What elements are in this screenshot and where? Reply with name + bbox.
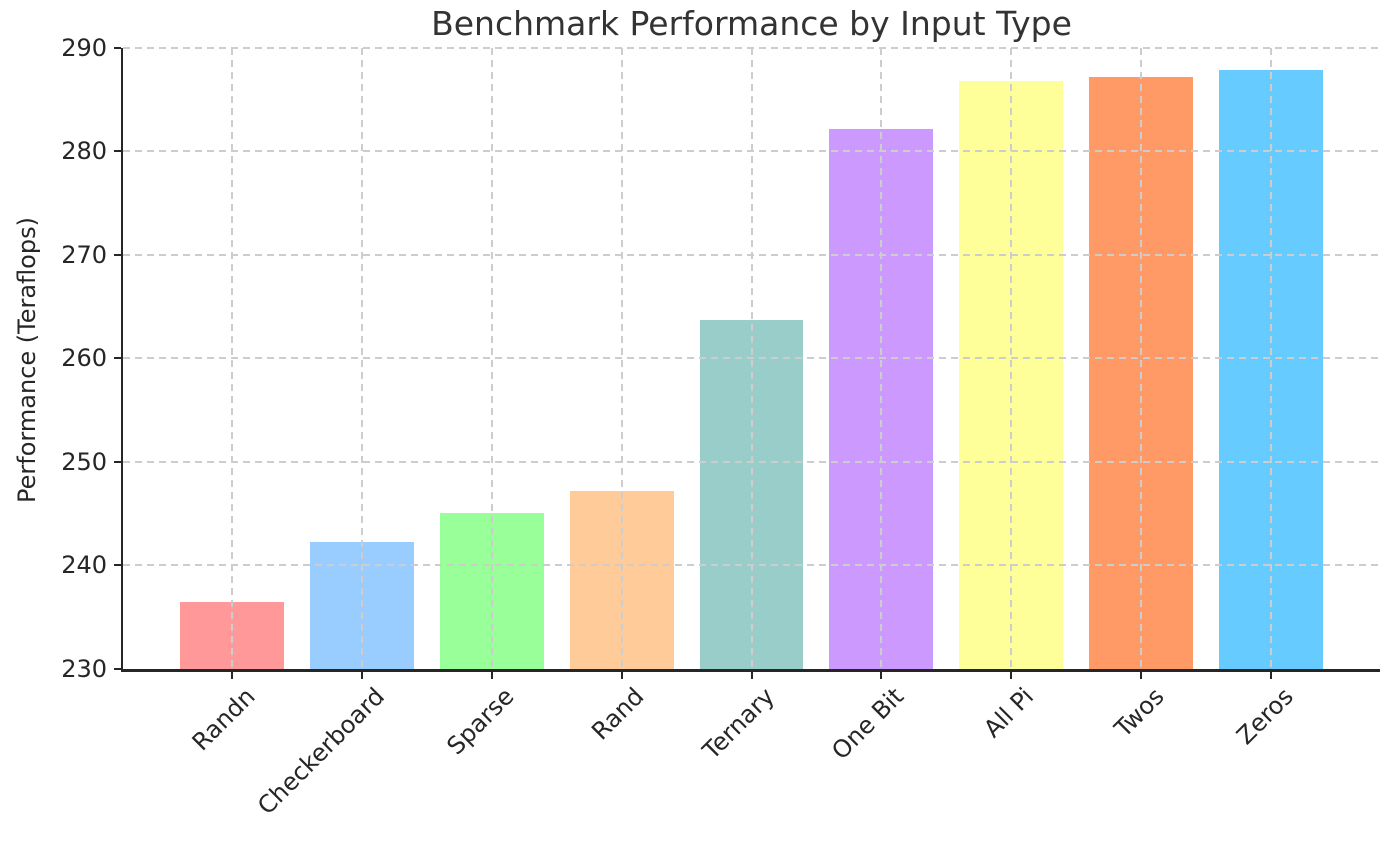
y-tick-240 <box>113 564 121 567</box>
y-tick-label-280: 280 <box>61 137 107 166</box>
y-tick-label-290: 290 <box>61 33 107 62</box>
x-tick-checkerboard <box>360 671 363 679</box>
y-tick-label-240: 240 <box>61 551 107 580</box>
y-tick-280 <box>113 150 121 153</box>
x-tick-label-randn: Randn <box>186 682 261 757</box>
x-tick-label-zeros: Zeros <box>1231 682 1300 750</box>
bottom-spine <box>120 669 1380 672</box>
y-tick-260 <box>113 357 121 360</box>
y-tick-label-260: 260 <box>61 344 107 373</box>
y-tick-270 <box>113 253 121 256</box>
x-tick-twos <box>1140 671 1143 679</box>
gridline-x-zeros <box>1269 47 1272 669</box>
gridline-x-checkerboard <box>360 47 363 669</box>
x-tick-label-sparse: Sparse <box>441 682 520 761</box>
x-tick-rand <box>620 671 623 679</box>
gridline-x-sparse <box>490 47 493 669</box>
x-tick-sparse <box>490 671 493 679</box>
x-tick-zeros <box>1269 671 1272 679</box>
x-tick-ternary <box>750 671 753 679</box>
gridline-x-twos <box>1140 47 1143 669</box>
x-tick-label-one-bit: One Bit <box>826 682 910 766</box>
y-tick-250 <box>113 460 121 463</box>
x-tick-label-all-pi: All Pi <box>978 682 1040 744</box>
x-tick-label-rand: Rand <box>586 682 650 746</box>
x-tick-label-checkerboard: Checkerboard <box>252 682 391 821</box>
gridline-x-rand <box>620 47 623 669</box>
x-tick-all-pi <box>1010 671 1013 679</box>
gridline-x-ternary <box>750 47 753 669</box>
x-tick-randn <box>231 671 234 679</box>
gridline-x-randn <box>231 47 234 669</box>
x-tick-label-twos: Twos <box>1108 682 1170 743</box>
chart-title: Benchmark Performance by Input Type <box>431 4 1072 43</box>
x-tick-label-ternary: Ternary <box>697 682 780 765</box>
gridline-x-all-pi <box>1010 47 1013 669</box>
y-tick-label-230: 230 <box>61 655 107 683</box>
y-tick-label-250: 250 <box>61 447 107 476</box>
y-tick-label-270: 270 <box>61 240 107 269</box>
gridline-x-one-bit <box>880 47 883 669</box>
y-tick-230 <box>113 668 121 670</box>
left-spine <box>120 47 123 672</box>
x-tick-one-bit <box>880 671 883 679</box>
y-tick-290 <box>113 46 121 49</box>
